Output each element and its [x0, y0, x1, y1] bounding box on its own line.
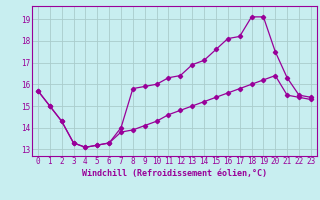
- X-axis label: Windchill (Refroidissement éolien,°C): Windchill (Refroidissement éolien,°C): [82, 169, 267, 178]
